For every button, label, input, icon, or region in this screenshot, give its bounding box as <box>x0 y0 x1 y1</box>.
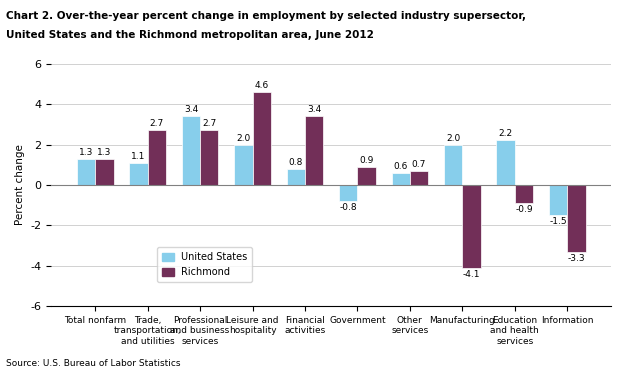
Bar <box>148 130 166 185</box>
Bar <box>463 185 481 268</box>
Bar <box>339 185 357 201</box>
Legend: United States, Richmond: United States, Richmond <box>157 247 252 282</box>
Y-axis label: Percent change: Percent change <box>15 145 25 225</box>
Text: 0.6: 0.6 <box>394 162 408 171</box>
Text: -0.9: -0.9 <box>515 205 533 214</box>
Bar <box>182 116 200 185</box>
Text: 2.0: 2.0 <box>446 134 460 142</box>
Text: 2.7: 2.7 <box>202 119 217 128</box>
Text: 0.7: 0.7 <box>412 160 426 169</box>
Text: 4.6: 4.6 <box>255 81 269 90</box>
Text: 1.3: 1.3 <box>79 148 93 157</box>
Text: 0.8: 0.8 <box>289 158 303 167</box>
Text: 1.3: 1.3 <box>97 148 111 157</box>
Bar <box>130 163 148 185</box>
Bar <box>357 167 376 185</box>
Bar <box>252 92 271 185</box>
Bar <box>95 159 113 185</box>
Text: 3.4: 3.4 <box>184 105 198 114</box>
Bar <box>234 145 252 185</box>
Bar <box>496 141 515 185</box>
Text: Chart 2. Over-the-year percent change in employment by selected industry superse: Chart 2. Over-the-year percent change in… <box>6 11 526 21</box>
Bar <box>305 116 324 185</box>
Bar <box>515 185 533 203</box>
Text: 2.7: 2.7 <box>150 119 164 128</box>
Text: 3.4: 3.4 <box>307 105 321 114</box>
Text: -0.8: -0.8 <box>339 203 357 212</box>
Text: 1.1: 1.1 <box>131 152 146 161</box>
Bar <box>77 159 95 185</box>
Bar <box>444 145 463 185</box>
Bar <box>549 185 567 215</box>
Bar <box>200 130 218 185</box>
Bar <box>410 171 428 185</box>
Text: -3.3: -3.3 <box>568 254 585 263</box>
Text: -4.1: -4.1 <box>463 270 480 279</box>
Bar <box>287 169 305 185</box>
Text: 2.2: 2.2 <box>498 129 513 138</box>
Text: 2.0: 2.0 <box>236 134 250 142</box>
Bar <box>567 185 585 252</box>
Bar <box>391 173 410 185</box>
Text: 0.9: 0.9 <box>359 156 374 165</box>
Text: United States and the Richmond metropolitan area, June 2012: United States and the Richmond metropoli… <box>6 30 374 40</box>
Text: -1.5: -1.5 <box>549 217 567 226</box>
Text: Source: U.S. Bureau of Labor Statistics: Source: U.S. Bureau of Labor Statistics <box>6 359 181 368</box>
